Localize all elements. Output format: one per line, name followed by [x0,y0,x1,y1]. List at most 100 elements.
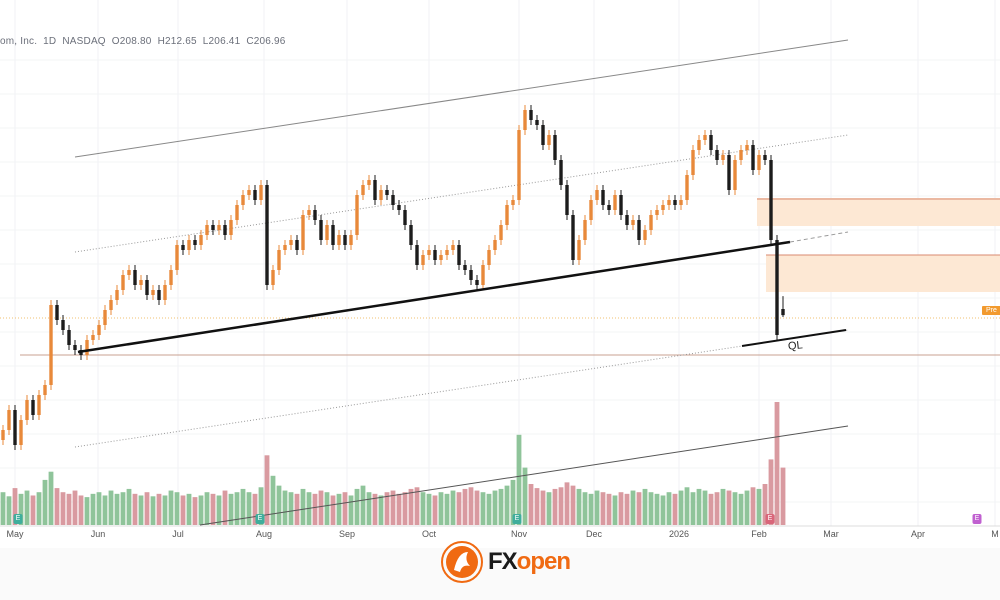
candle-body [703,135,707,140]
volume-bar [114,493,120,525]
volume-bar [324,492,330,525]
volume-bar [780,467,786,525]
candle-body [637,220,641,240]
candle-body [775,240,779,335]
candle-body [49,305,53,385]
volume-bar [552,488,558,525]
candle-body [379,190,383,200]
volume-bar [510,479,516,525]
volume-bar [564,482,570,525]
interval[interactable]: 1D [43,36,57,47]
candle-body [589,200,593,220]
candle-body [523,110,527,130]
volume-bar [102,495,108,525]
volume-bar [684,487,690,525]
volume-bar [18,493,24,525]
volume-bar [390,490,396,525]
volume-bars [0,402,786,525]
candle-body [7,410,11,430]
volume-bar [336,493,342,525]
candle-body [313,210,317,220]
earnings-marker[interactable]: E [255,514,265,524]
volume-bar [726,490,732,525]
volume-bar [252,493,258,525]
candle-body [733,160,737,190]
volume-bar [162,495,168,525]
candle-body [19,420,23,445]
candle-body [391,195,395,205]
earnings-marker[interactable]: E [765,514,775,524]
volume-bar [6,496,12,525]
volume-bar [186,493,192,525]
volume-bar [636,492,642,525]
volume-bar [24,490,30,525]
volume-bar [414,487,420,525]
support-trendline[interactable] [77,240,791,354]
candle-body [727,155,731,190]
candle-body [265,185,269,285]
supply-zone-lower [766,255,1000,292]
candle-body [457,245,461,265]
volume-bar [492,490,498,525]
volume-bar [204,492,210,525]
volume-bar [378,495,384,525]
volume-bar [174,492,180,525]
candle-body [709,135,713,150]
candle-body [331,225,335,245]
x-tick-label: Jul [172,529,184,539]
volume-bar [60,492,66,525]
candle-body [487,250,491,265]
candle-body [505,205,509,225]
candle-body [613,195,617,210]
ql-line[interactable] [741,329,847,347]
candle-body [97,325,101,335]
earnings-marker[interactable]: E [972,514,982,524]
candle-body [751,145,755,170]
volume-bar [210,493,216,525]
candle-body [403,210,407,225]
volume-bar [594,490,600,525]
volume-bar [504,485,510,525]
support-trendline-extension [789,231,849,243]
price-chart[interactable]: om, Inc. 1D NASDAQ O208.80 H212.65 L206.41 C20… [0,0,1000,548]
volume-bar [120,492,126,525]
exchange: NASDAQ [62,36,106,47]
volume-bar [366,492,372,525]
candle-body [385,190,389,195]
volume-bar [720,488,726,525]
candle-body [499,225,503,240]
volume-bar [522,467,528,525]
volume-bar [618,492,624,525]
volume-bar [630,490,636,525]
chart-canvas[interactable] [0,0,1000,548]
candle-body [85,340,89,355]
candle-body [529,110,533,120]
volume-bar [750,487,756,525]
earnings-marker[interactable]: E [512,514,522,524]
candle-body [289,240,293,245]
candle-body [193,240,197,245]
volume-bar [264,455,270,525]
candle-body [223,225,227,235]
candle-body [37,395,41,415]
volume-bar [228,493,234,525]
volume-bar [426,493,432,525]
volume-bar [672,493,678,525]
ohlc-low: L206.41 [202,36,241,47]
x-tick-label: Nov [510,529,528,539]
candle-body [235,205,239,220]
earnings-marker[interactable]: E [13,514,23,524]
candle-body [271,270,275,285]
volume-bar [396,493,402,525]
candle-body [13,410,17,445]
candle-body [217,225,221,230]
volume-bar [732,492,738,525]
candle-body [697,140,701,150]
candles [1,105,785,450]
x-tick-label: Feb [751,529,767,539]
candle-body [259,185,263,200]
candle-body [61,320,65,330]
volume-bar [606,493,612,525]
volume-bar [432,495,438,525]
volume-bar [708,493,714,525]
